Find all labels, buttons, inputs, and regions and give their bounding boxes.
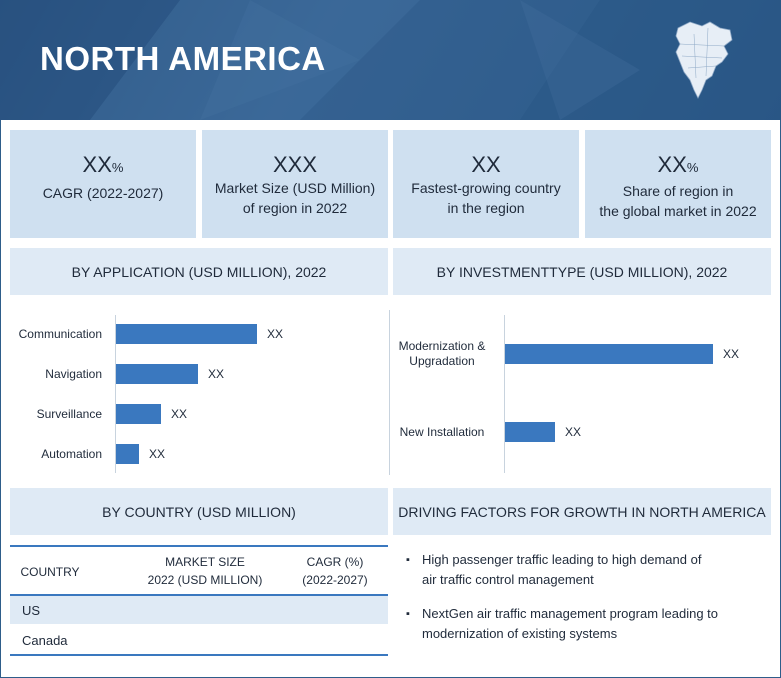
bar-surveillance xyxy=(116,404,161,424)
table-header-rule xyxy=(10,594,388,596)
table-header-market-size-2: 2022 (USD MILLION) xyxy=(147,573,263,587)
data-label: XX xyxy=(149,447,166,461)
table-bottom-rule xyxy=(10,654,388,656)
bar-modernization-upgradation xyxy=(505,344,713,364)
table-cell-country: US xyxy=(22,602,41,618)
kpi-market-size: XXX Market Size (USD Million) of region … xyxy=(202,130,388,238)
application-bar-chart: Communication XX Navigation XX Surveillance X… xyxy=(10,310,388,475)
table-header-cagr-2: (2022-2027) xyxy=(302,573,368,587)
section-by-country: BY COUNTRY (USD MILLION) xyxy=(10,488,388,535)
table-cell-country: Canada xyxy=(22,632,68,648)
list-item: ▪ High passenger traffic leading to high… xyxy=(406,550,766,590)
kpi-fastest-country-value: XX xyxy=(471,152,501,177)
data-label: XX xyxy=(565,425,582,439)
table-header-country: COUNTRY xyxy=(20,565,80,579)
factor-line: NextGen air traffic management program l… xyxy=(422,606,719,621)
kpi-fastest-country: XX Fastest-growing country in the region xyxy=(393,130,579,238)
data-label: XX xyxy=(267,327,284,341)
table-header-cagr-1: CAGR (%) xyxy=(306,555,364,569)
kpi-region-share-label-2: the global market in 2022 xyxy=(599,203,757,219)
kpi-region-share-label-1: Share of region in xyxy=(622,183,734,199)
investment-chart-axis xyxy=(504,315,505,473)
north-america-map-icon xyxy=(675,21,733,99)
investment-bar-chart: Modernization & Upgradation XX New Installa… xyxy=(393,310,771,475)
table-row: US xyxy=(10,596,388,624)
bar-communication xyxy=(116,324,257,344)
bullet-icon: ▪ xyxy=(406,554,410,566)
table-top-rule xyxy=(10,545,388,547)
category-label: Communication xyxy=(18,326,102,341)
category-label: Modernization & Upgradation xyxy=(398,339,486,368)
kpi-cagr-value: XX xyxy=(82,152,112,177)
factor-line: air traffic control management xyxy=(422,572,594,587)
category-label: New Installation xyxy=(399,424,485,439)
bullet-icon: ▪ xyxy=(406,608,410,620)
kpi-region-share-unit: % xyxy=(686,160,699,175)
factor-line: modernization of existing systems xyxy=(422,626,618,641)
factor-line: High passenger traffic leading to high d… xyxy=(422,552,702,567)
kpi-fastest-country-label-1: Fastest-growing country xyxy=(411,180,561,196)
category-label: Automation xyxy=(41,446,102,461)
kpi-market-size-label-2: of region in 2022 xyxy=(242,200,348,216)
page-title: NORTH AMERICA xyxy=(40,40,326,77)
data-label: XX xyxy=(723,347,740,361)
list-item: ▪ NextGen air traffic management program… xyxy=(406,604,766,644)
kpi-region-share: XX% Share of region in the global market… xyxy=(585,130,771,238)
kpi-fastest-country-label-2: in the region xyxy=(447,200,525,216)
kpi-cagr: XX% CAGR (2022-2027) xyxy=(10,130,196,238)
category-label: Navigation xyxy=(45,366,102,381)
chart-divider xyxy=(389,310,390,475)
data-label: XX xyxy=(208,367,225,381)
driving-factors-list: ▪ High passenger traffic leading to high… xyxy=(406,550,766,658)
table-header-market-size-1: MARKET SIZE xyxy=(165,555,245,569)
bar-automation xyxy=(116,444,139,464)
section-by-investment-type: BY INVESTMENTTYPE (USD MILLION), 2022 xyxy=(393,248,771,295)
table-row: Canada xyxy=(10,626,388,654)
header-banner: NORTH AMERICA xyxy=(0,0,781,120)
kpi-cagr-unit: % xyxy=(111,160,124,175)
kpi-region-share-value: XX xyxy=(657,152,687,177)
kpi-cagr-label: CAGR (2022-2027) xyxy=(42,185,164,201)
kpi-market-size-value: XXX xyxy=(272,152,318,177)
bar-new-installation xyxy=(505,422,555,442)
bar-navigation xyxy=(116,364,198,384)
section-by-application: BY APPLICATION (USD MILLION), 2022 xyxy=(10,248,388,295)
kpi-market-size-label-1: Market Size (USD Million) xyxy=(214,180,376,196)
section-driving-factors: DRIVING FACTORS FOR GROWTH IN NORTH AMER… xyxy=(393,488,771,535)
category-label: Surveillance xyxy=(36,406,102,421)
data-label: XX xyxy=(171,407,188,421)
application-chart-axis xyxy=(115,315,116,473)
